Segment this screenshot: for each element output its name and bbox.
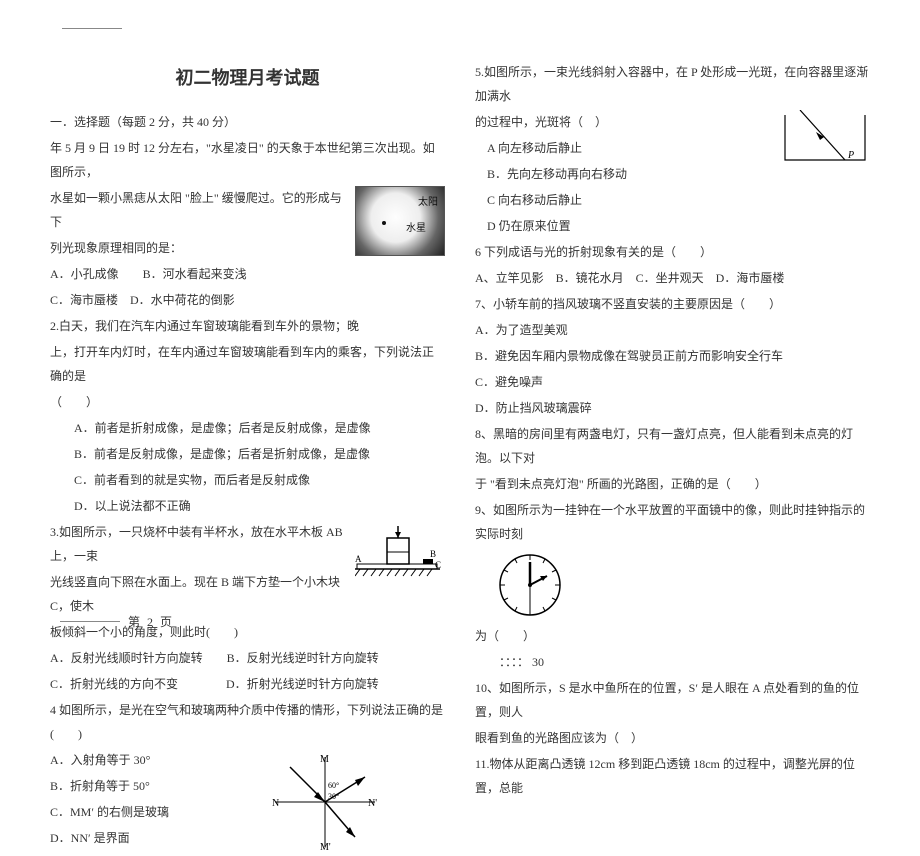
q2-text-c: （ ） bbox=[50, 390, 445, 414]
q1-text-a: 年 5 月 9 日 19 时 12 分左右，"水星凌日" 的天象于本世纪第三次出… bbox=[50, 136, 445, 184]
container-light-figure: P bbox=[780, 110, 870, 165]
q10-text-a: 10、如图所示，S 是水中鱼所在的位置，S′ 是人眼在 A 点处看到的鱼的位置，… bbox=[475, 676, 870, 724]
q2-opt-b: B．前者是反射成像，是虚像；后者是折射成像，是虚像 bbox=[50, 442, 445, 466]
lbl-a: A bbox=[355, 554, 362, 564]
header-rule bbox=[62, 28, 122, 29]
lbl-c: C bbox=[435, 560, 441, 570]
q5-block: P 的过程中，光斑将（ ） A 向左移动后静止 B．先向左移动再向右移动 C 向… bbox=[475, 110, 870, 214]
q2-text-b: 上，打开车内灯时，在车内通过车窗玻璃能看到车内的乘客，下列说法正确的是 bbox=[50, 340, 445, 388]
q2-text-a: 2.白天，我们在汽车内通过车窗玻璃能看到车外的景物；晚 bbox=[50, 314, 445, 338]
q6-opts: A、立竿见影 B．镜花水月 C．坐井观天 D．海市蜃楼 bbox=[475, 266, 870, 290]
q5-opt-b: B．先向左移动再向右移动 bbox=[475, 162, 870, 186]
page-number: 第 2 页 bbox=[128, 613, 174, 630]
left-column: 初二物理月考试题 一．选择题（每题 2 分，共 40 分） 年 5 月 9 日 … bbox=[50, 60, 445, 856]
q5-opt-c: C 向右移动后静止 bbox=[475, 188, 870, 212]
lbl-P: P bbox=[847, 150, 854, 161]
right-column: 5.如图所示，一束光线斜射入容器中，在 P 处形成一光斑，在向容器里逐渐加满水 … bbox=[475, 60, 870, 856]
refraction-angle-figure: M N N' M' 60° 30° bbox=[270, 752, 380, 852]
sun-mercury-figure: 太阳 水星 bbox=[355, 186, 445, 256]
q1-opt-cd: C．海市蜃楼 D．水中荷花的倒影 bbox=[50, 288, 445, 312]
lbl-Mp: M' bbox=[320, 842, 331, 852]
q8-text-b: 于 "看到未点亮灯泡" 所画的光路图，正确的是（ ） bbox=[475, 472, 870, 496]
page-footer: 第 2 页 bbox=[60, 613, 174, 630]
q4-opt-d: D．NN′ 是界面 bbox=[50, 826, 210, 850]
footer-rule bbox=[60, 621, 120, 622]
q7-opt-d: D．防止挡风玻璃震碎 bbox=[475, 396, 870, 420]
q2-opt-d: D．以上说法都不正确 bbox=[50, 494, 445, 518]
q4-opt-a: A．入射角等于 30° bbox=[50, 748, 210, 772]
q6-text: 6 下列成语与光的折射现象有关的是（ ） bbox=[475, 240, 870, 264]
q7-opt-a: A．为了造型美观 bbox=[475, 318, 870, 342]
label-sun: 太阳 bbox=[418, 193, 438, 213]
q9-ans: 为（ ） bbox=[475, 624, 870, 648]
q4-opt-c: C．MM′ 的右侧是玻璃 bbox=[50, 800, 210, 824]
q1-opt-ab: A．小孔成像 B．河水看起来变浅 bbox=[50, 262, 445, 286]
q8-text-a: 8、黑暗的房间里有两盏电灯，只有一盏灯点亮，但人能看到未点亮的灯泡。以下对 bbox=[475, 422, 870, 470]
section-heading: 一．选择题（每题 2 分，共 40 分） bbox=[50, 110, 445, 134]
q2-opt-a: A．前者是折射成像，是虚像；后者是反射成像，是虚像 bbox=[50, 416, 445, 440]
q5-text-a: 5.如图所示，一束光线斜射入容器中，在 P 处形成一光斑，在向容器里逐渐加满水 bbox=[475, 60, 870, 108]
mercury-dot bbox=[382, 221, 386, 225]
q4-text-a: 4 如图所示，是光在空气和玻璃两种介质中传播的情形，下列说法正确的是( ) bbox=[50, 698, 445, 746]
lbl-Np: N' bbox=[368, 798, 377, 809]
q11-text-a: 11.物体从距离凸透镜 12cm 移到距凸透镜 18cm 的过程中，调整光屏的位… bbox=[475, 752, 870, 800]
two-column-layout: 初二物理月考试题 一．选择题（每题 2 分，共 40 分） 年 5 月 9 日 … bbox=[50, 60, 870, 856]
lbl-60: 60° bbox=[328, 781, 339, 790]
q4-block: A．入射角等于 30° B．折射角等于 50° C．MM′ 的右侧是玻璃 D．N… bbox=[50, 748, 445, 856]
clock-figure bbox=[495, 550, 565, 620]
q3-opt-cd: C．折射光线的方向不变 D．折射光线逆时针方向旋转 bbox=[50, 672, 445, 696]
q1-block: 年 5 月 9 日 19 时 12 分左右，"水星凌日" 的天象于本世纪第三次出… bbox=[50, 136, 445, 314]
cup-on-board-figure: A B C bbox=[355, 524, 445, 584]
lbl-30: 30° bbox=[328, 792, 339, 801]
q10-text-b: 眼看到鱼的光路图应该为（ ） bbox=[475, 726, 870, 750]
q7-text: 7、小轿车前的挡风玻璃不竖直安装的主要原因是（ ） bbox=[475, 292, 870, 316]
q7-opt-c: C．避免噪声 bbox=[475, 370, 870, 394]
lbl-M: M bbox=[320, 754, 329, 765]
q4-opt-b: B．折射角等于 50° bbox=[50, 774, 210, 798]
q2-opt-c: C．前者看到的就是实物，而后者是反射成像 bbox=[50, 468, 445, 492]
lbl-N: N bbox=[272, 798, 279, 809]
exam-title: 初二物理月考试题 bbox=[50, 60, 445, 96]
q7-opt-b: B．避免因车厢内景物成像在驾驶员正前方而影响安全行车 bbox=[475, 344, 870, 368]
q5-opt-d: D 仍在原来位置 bbox=[475, 214, 870, 238]
label-mercury: 水星 bbox=[406, 219, 426, 239]
lbl-b: B bbox=[430, 549, 436, 559]
q9-text-a: 9、如图所示为一挂钟在一个水平放置的平面镜中的像，则此时挂钟指示的实际时刻 bbox=[475, 498, 870, 546]
q9-opts: ：：：： 30 bbox=[475, 650, 870, 674]
